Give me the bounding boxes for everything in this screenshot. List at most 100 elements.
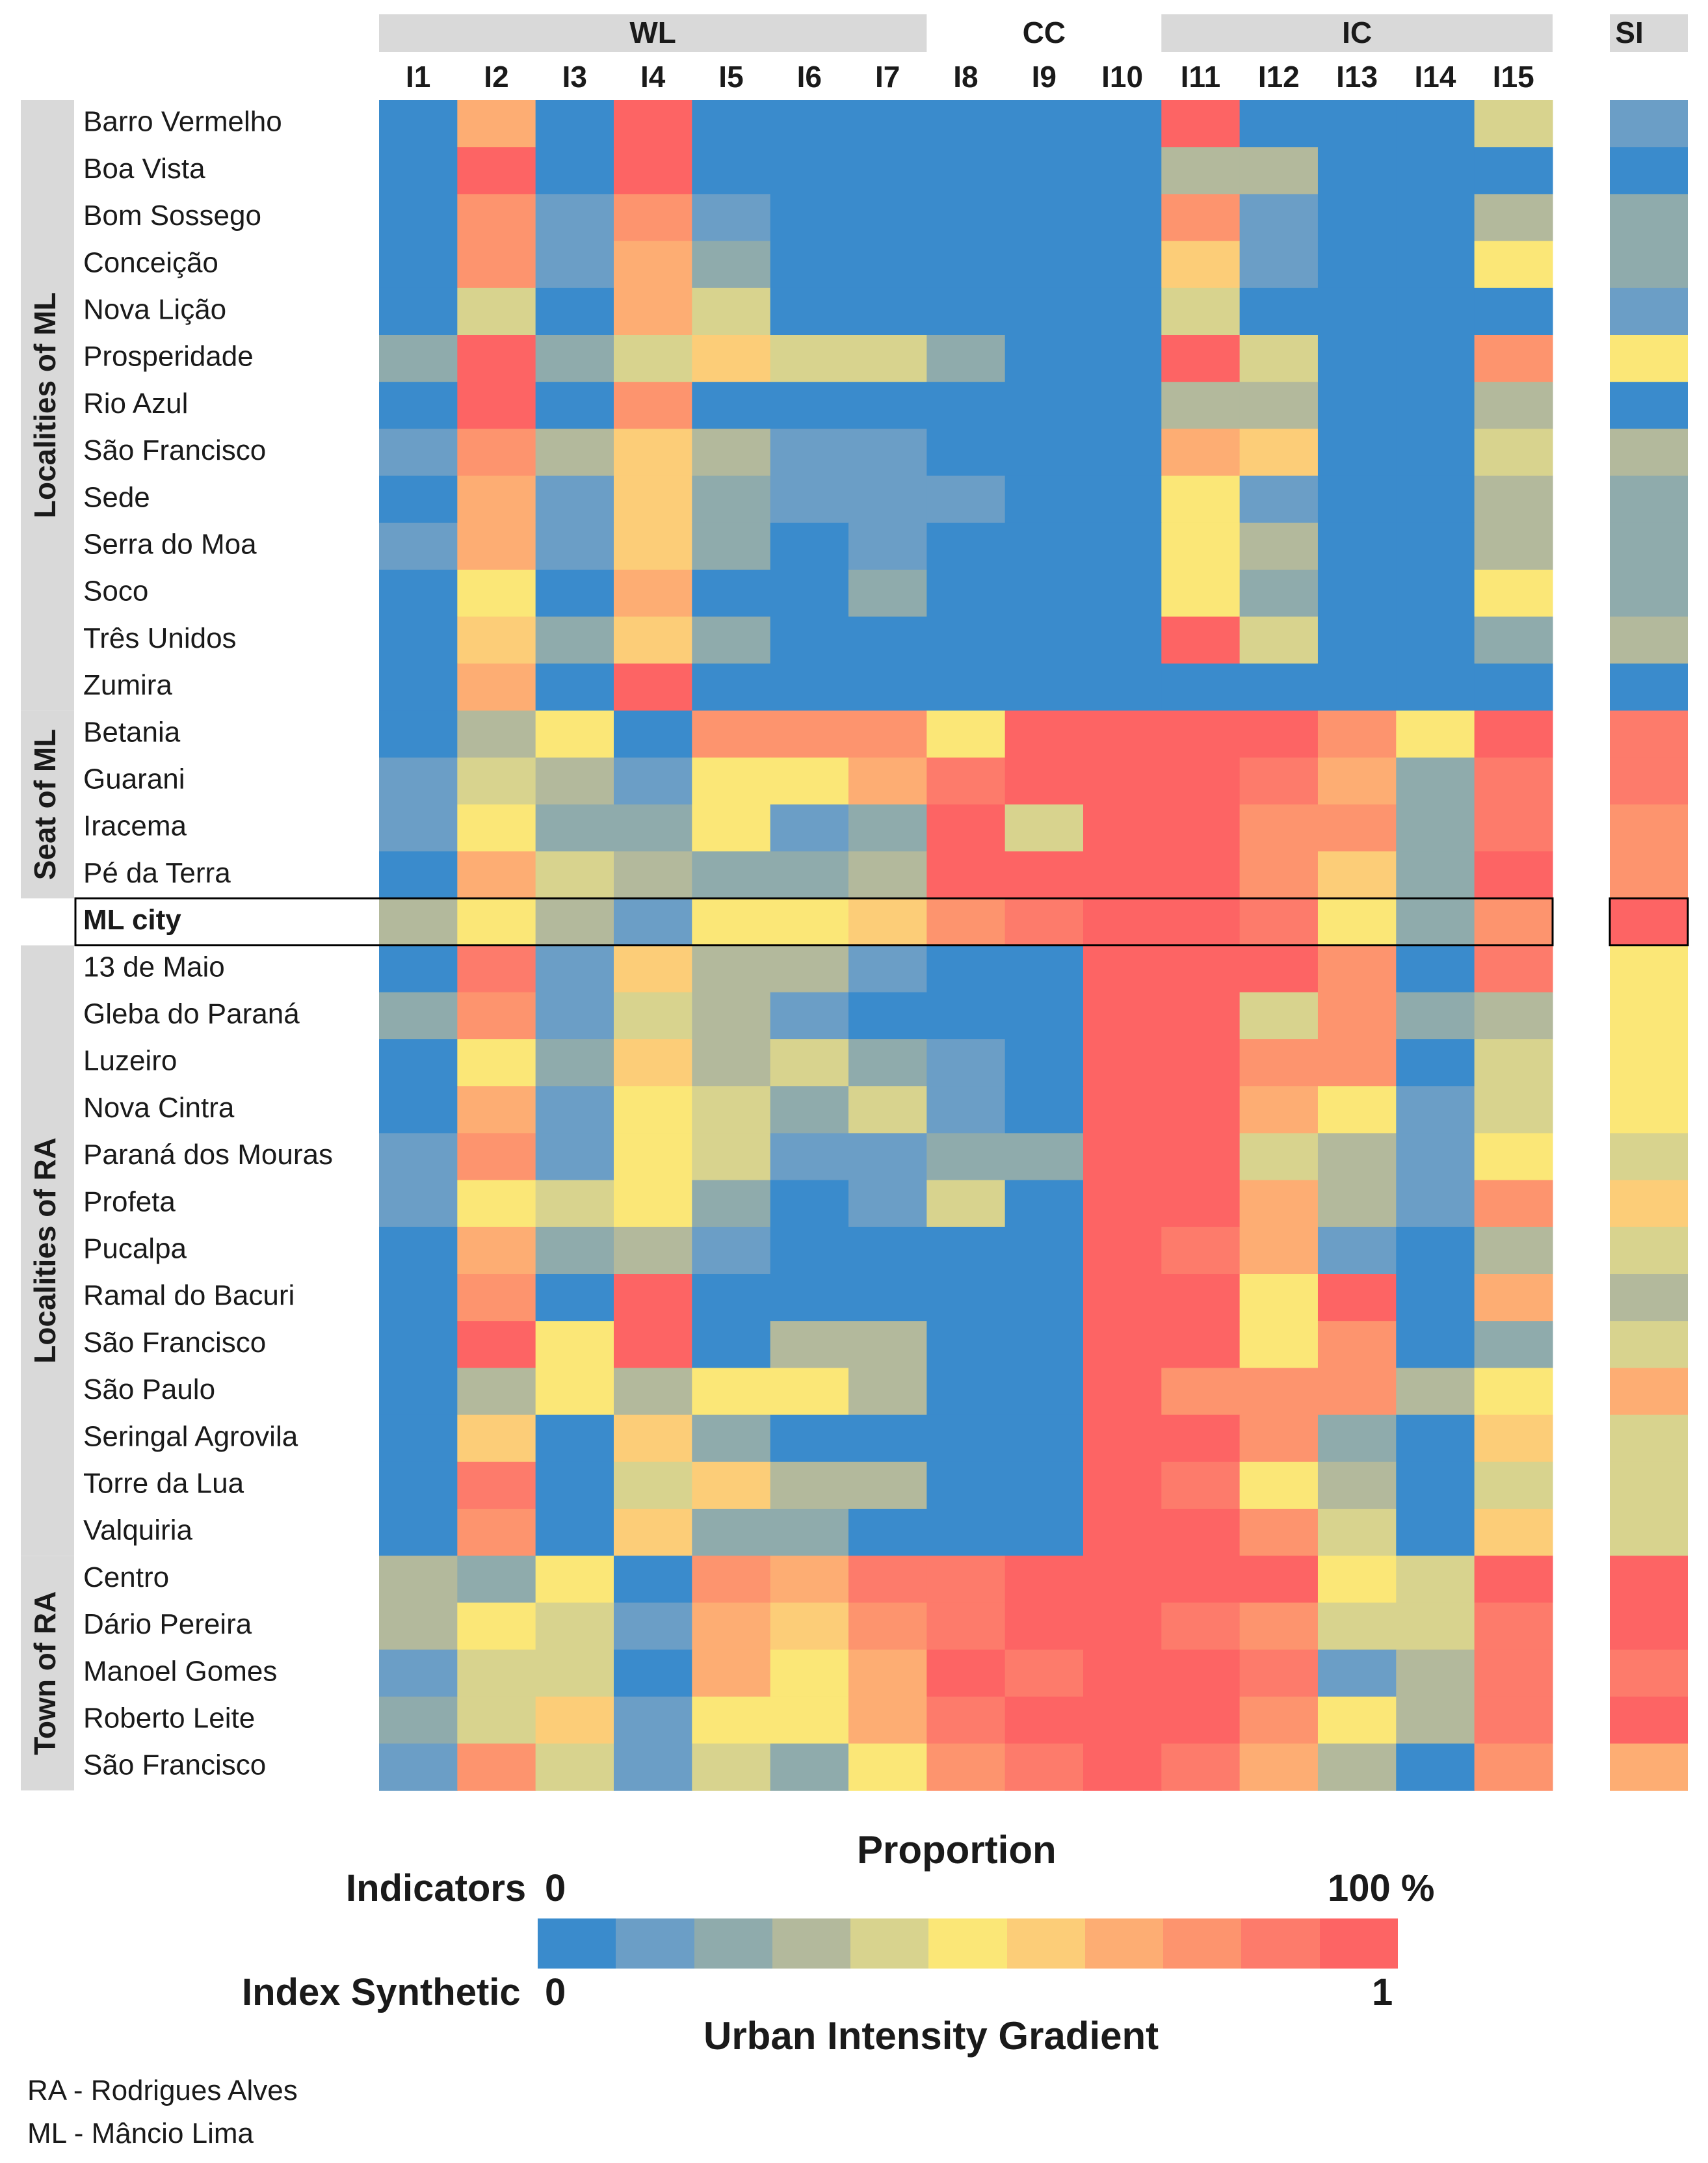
- si-cell: [1610, 194, 1688, 242]
- heatmap-cell: [1396, 1556, 1475, 1603]
- heatmap-cell: [1005, 241, 1084, 289]
- heatmap-cell: [1396, 663, 1475, 711]
- heatmap-cell: [457, 1649, 536, 1697]
- heatmap-cell: [1005, 475, 1084, 524]
- row-label: ML city: [83, 904, 181, 936]
- heatmap-cell: [1474, 1509, 1553, 1556]
- row-label: Boa Vista: [83, 153, 205, 185]
- heatmap-cell: [770, 522, 849, 570]
- heatmap-cell: [1005, 898, 1084, 946]
- heatmap-cell: [1005, 522, 1084, 570]
- row-label: Betania: [83, 716, 181, 748]
- heatmap-cell: [1396, 1696, 1475, 1744]
- heatmap-cell: [535, 757, 614, 805]
- heatmap-cell: [692, 945, 771, 993]
- heatmap-cell: [692, 1509, 771, 1556]
- heatmap-cell: [926, 522, 1006, 570]
- heatmap-cell: [848, 1039, 927, 1087]
- heatmap-cell: [535, 570, 614, 617]
- heatmap-cell: [848, 1368, 927, 1416]
- row-label: Nova Lição: [83, 294, 226, 326]
- heatmap-cell: [457, 570, 536, 617]
- row-label: Valquiria: [83, 1515, 192, 1546]
- heatmap-cell: [535, 1039, 614, 1087]
- heatmap-cell: [1083, 1227, 1162, 1275]
- heatmap-cell: [379, 710, 458, 758]
- heatmap-cell: [770, 804, 849, 852]
- legend-color-swatch: [772, 1918, 851, 1969]
- heatmap-cell: [1396, 1744, 1475, 1791]
- group-header-band: [1161, 14, 1553, 52]
- heatmap-cell: [1474, 1556, 1553, 1603]
- heatmap-cell: [1083, 1180, 1162, 1228]
- heatmap-cell: [379, 100, 458, 148]
- heatmap-cell: [535, 804, 614, 852]
- heatmap-cell: [848, 570, 927, 617]
- heatmap-cell: [535, 1744, 614, 1791]
- heatmap-cell: [1083, 1321, 1162, 1368]
- heatmap-cell: [770, 335, 849, 382]
- row-label: Ramal do Bacuri: [83, 1280, 295, 1312]
- heatmap-cell: [1161, 663, 1241, 711]
- heatmap-cell: [1317, 1180, 1397, 1228]
- heatmap-cell: [1161, 804, 1241, 852]
- heatmap-cell: [379, 1086, 458, 1134]
- si-cell: [1610, 710, 1688, 758]
- heatmap-cell: [1239, 1321, 1319, 1368]
- heatmap-cell: [926, 945, 1006, 993]
- heatmap-cell: [1317, 335, 1397, 382]
- heatmap-cell: [457, 898, 536, 946]
- heatmap-cell: [926, 382, 1006, 429]
- heatmap-cell: [1239, 992, 1319, 1040]
- heatmap-cell: [692, 757, 771, 805]
- heatmap-cell: [1005, 287, 1084, 336]
- heatmap-cell: [379, 194, 458, 242]
- heatmap-cell: [1239, 945, 1319, 993]
- heatmap-cell: [692, 1227, 771, 1275]
- heatmap-cell: [1474, 1602, 1553, 1651]
- heatmap-cell: [379, 1274, 458, 1321]
- heatmap-cell: [926, 570, 1006, 617]
- heatmap-cell: [1396, 1321, 1475, 1368]
- heatmap-cell: [613, 1461, 692, 1509]
- heatmap-cell: [848, 287, 927, 336]
- heatmap-cell: [613, 287, 692, 336]
- heatmap-cell: [848, 898, 927, 946]
- heatmap-cell: [848, 147, 927, 194]
- heatmap-cell: [1396, 1414, 1475, 1463]
- legend-synthetic-label: Index Synthetic: [242, 1971, 521, 2013]
- heatmap-cell: [1396, 898, 1475, 946]
- heatmap-cell: [926, 1556, 1006, 1603]
- heatmap-cell: [1317, 382, 1397, 429]
- heatmap-cell: [848, 710, 927, 758]
- heatmap-cell: [848, 1321, 927, 1368]
- heatmap-cell: [692, 1133, 771, 1181]
- heatmap-cell: [1083, 1744, 1162, 1791]
- heatmap-cell: [926, 1744, 1006, 1791]
- heatmap-cell: [692, 1180, 771, 1228]
- heatmap-cell: [1239, 1180, 1319, 1228]
- heatmap-cell: [1083, 992, 1162, 1040]
- heatmap-cell: [1239, 1274, 1319, 1321]
- si-cell: [1610, 1227, 1688, 1275]
- heatmap-cell: [457, 100, 536, 148]
- group-header-band: [379, 14, 927, 52]
- heatmap-cell: [535, 382, 614, 429]
- heatmap-cell: [926, 898, 1006, 946]
- heatmap-cell: [613, 757, 692, 805]
- heatmap-cell: [613, 1602, 692, 1651]
- heatmap-cell: [1161, 710, 1241, 758]
- heatmap-cell: [692, 1368, 771, 1416]
- group-header-label: WL: [629, 16, 676, 49]
- heatmap-cell: [1317, 1368, 1397, 1416]
- heatmap-cell: [1083, 851, 1162, 899]
- heatmap-cell: [926, 429, 1006, 477]
- heatmap-cell: [613, 1649, 692, 1697]
- heatmap-cell: [770, 1227, 849, 1275]
- heatmap-cell: [1474, 241, 1553, 289]
- si-cell: [1610, 898, 1688, 946]
- heatmap-cell: [1396, 475, 1475, 524]
- si-cell: [1610, 851, 1688, 899]
- si-cell: [1610, 1086, 1688, 1134]
- heatmap-cell: [1161, 1086, 1241, 1134]
